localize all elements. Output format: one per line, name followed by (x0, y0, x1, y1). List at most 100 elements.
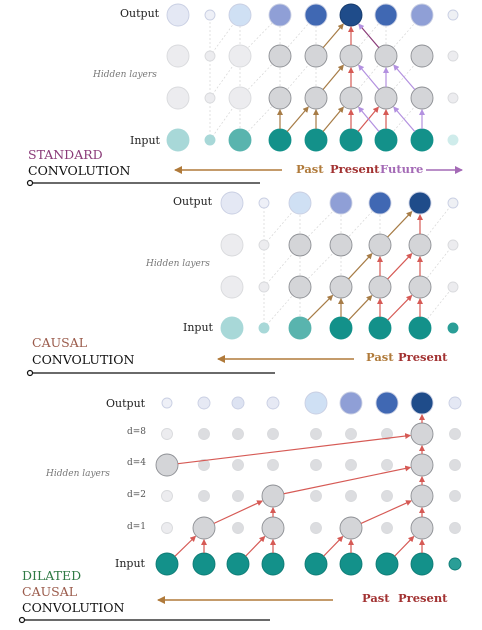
output-node (374, 3, 398, 27)
hidden-node-active (192, 516, 216, 540)
connection-arrow (360, 500, 412, 525)
hidden-node (449, 490, 461, 502)
hidden-node (232, 522, 244, 534)
output-node (339, 3, 363, 27)
faint-connection (209, 97, 241, 141)
input-node (261, 552, 285, 576)
connection-arrow (245, 535, 266, 557)
input-node (220, 316, 244, 340)
hidden-node (345, 459, 357, 471)
connection-arrow (358, 23, 380, 49)
input-node (228, 128, 252, 152)
output-node (448, 396, 462, 410)
standard-future-label: Future (380, 162, 423, 176)
hidden-node (310, 522, 322, 534)
hidden-node-active (410, 422, 434, 446)
output-node (288, 191, 312, 215)
hidden-node (304, 44, 328, 68)
connection-arrow (322, 106, 344, 132)
input-node (447, 134, 459, 146)
hidden-node (258, 239, 270, 251)
causal-title-line2: CONVOLUTION (32, 352, 134, 367)
causal-divider-dot (26, 369, 34, 377)
dilation-8-label: d=8 (127, 427, 146, 437)
output-node (197, 396, 211, 410)
input-node (339, 128, 363, 152)
connection-arrow (174, 535, 197, 557)
dilated-convolution-panel: Output d=8 d=4 Hidden layers d=2 d=1 Inp… (18, 391, 462, 624)
input-node (304, 552, 328, 576)
output-node (304, 391, 328, 415)
causal-title-line1: CAUSAL (32, 335, 87, 350)
output-node (231, 396, 245, 410)
connection-arrow (393, 64, 416, 91)
faint-connection (263, 244, 301, 288)
input-node (410, 552, 434, 576)
dilated-title-line1: DILATED (22, 568, 81, 583)
connection-arrow (286, 106, 309, 133)
hidden-node-active (261, 484, 285, 508)
input-node (268, 128, 292, 152)
input-node (368, 316, 392, 340)
input-node (155, 552, 179, 576)
hidden-node (447, 50, 459, 62)
dilated-title-line3: CONVOLUTION (22, 600, 124, 615)
hidden-node-active (410, 516, 434, 540)
hidden-node (166, 44, 190, 68)
standard-input-label: Input (130, 134, 161, 147)
dilation-1-label: d=1 (127, 522, 146, 532)
dilated-title-line2: CAUSAL (22, 584, 77, 599)
output-node (410, 3, 434, 27)
input-node (408, 316, 432, 340)
hidden-node (410, 44, 434, 68)
standard-present-label: Present (330, 162, 380, 176)
connection-arrow (323, 535, 344, 557)
output-node (268, 3, 292, 27)
standard-title-line2: CONVOLUTION (28, 163, 130, 178)
faint-connection (263, 202, 301, 246)
hidden-node (232, 428, 244, 440)
hidden-node (288, 275, 312, 299)
hidden-node (198, 490, 210, 502)
dilated-output-label: Output (106, 397, 146, 410)
input-node (204, 134, 216, 146)
input-node (226, 552, 250, 576)
hidden-node (161, 522, 173, 534)
output-node (408, 191, 432, 215)
hidden-node (374, 86, 398, 110)
connection-arrow (358, 106, 380, 132)
input-node (339, 552, 363, 576)
hidden-node (408, 275, 432, 299)
hidden-node (267, 428, 279, 440)
hidden-node (161, 490, 173, 502)
hidden-node (232, 459, 244, 471)
causal-hidden-label: Hidden layers (145, 259, 210, 269)
hidden-node (220, 233, 244, 257)
hidden-node (345, 428, 357, 440)
input-node (166, 128, 190, 152)
faint-connection (209, 14, 241, 57)
connection-arrow (387, 252, 413, 280)
dilation-2-label: d=2 (127, 490, 146, 500)
dilated-divider-dot (18, 616, 26, 624)
hidden-node (232, 490, 244, 502)
hidden-node (198, 428, 210, 440)
hidden-node (410, 86, 434, 110)
hidden-node (381, 522, 393, 534)
hidden-node (161, 428, 173, 440)
hidden-node (329, 233, 353, 257)
output-node (258, 197, 270, 209)
hidden-node (220, 275, 244, 299)
output-node (161, 397, 173, 409)
hidden-node (381, 459, 393, 471)
standard-past-label: Past (296, 162, 324, 176)
output-node (375, 391, 399, 415)
output-node (228, 3, 252, 27)
dilated-input-label: Input (115, 557, 146, 570)
connection-arrow (307, 294, 334, 321)
dilated-present-label: Present (398, 591, 448, 605)
hidden-node (449, 459, 461, 471)
dilated-network (155, 391, 462, 576)
connection-arrow (393, 106, 416, 133)
